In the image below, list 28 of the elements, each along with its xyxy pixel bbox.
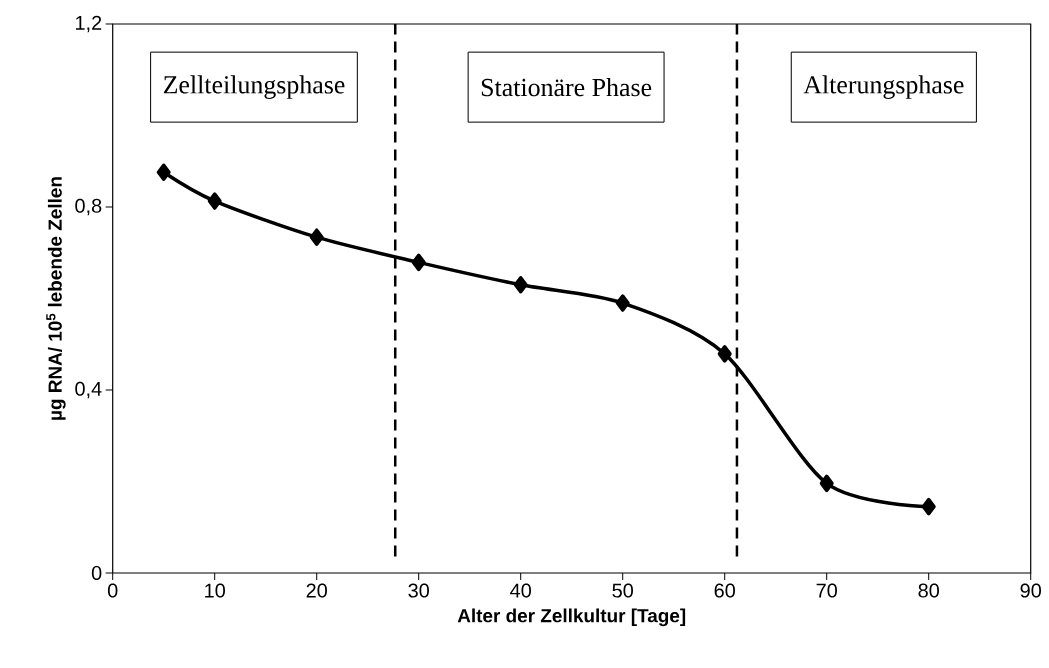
x-tick-label: 60 [714,583,735,598]
x-tick-label: 70 [816,583,837,598]
x-tick-label: 10 [205,583,225,598]
x-tick-label: 20 [306,583,327,598]
point [411,253,426,272]
point [615,294,630,312]
x-axis-title: Alter der Zellkultur [Tage] [457,608,686,627]
y-tick-label: 1,2 [76,15,102,33]
point [309,228,324,246]
point [207,192,222,210]
annotation: Alterungsphase [803,75,964,99]
x-tick-label: 50 [612,583,633,598]
x-tick-label: 40 [510,583,531,598]
point [513,276,528,294]
y-tick-label: 0,4 [75,381,102,399]
y-tick-label: 0,8 [75,198,102,216]
annotation: Stationäre Phase [481,78,652,97]
point [921,497,936,516]
x-tick-label: 30 [408,583,429,598]
point [156,163,171,181]
y-axis-title: µg RNA/ 10$^{5}$ lebende Zellen [46,177,66,420]
point [717,345,732,363]
y-tick-label: 0 [91,565,102,581]
x-tick-label: 0 [107,583,118,598]
point [819,474,834,493]
annotation: Zellteilungsphase [163,75,345,99]
x-tick-label: 90 [1020,583,1041,598]
x-tick-label: 80 [918,583,939,598]
